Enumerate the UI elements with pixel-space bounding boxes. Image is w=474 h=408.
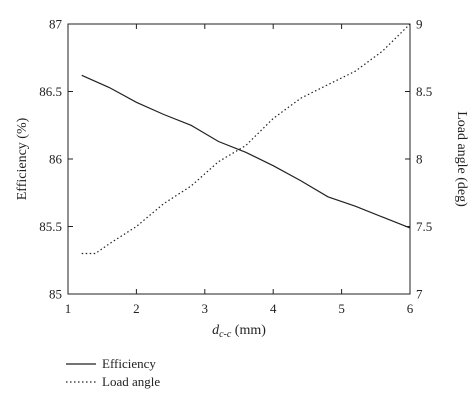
plot-frame — [67, 23, 411, 295]
y-right-axis-ticks: 7 7.5 8 8.5 9 — [405, 17, 432, 302]
y-left-tick-label: 86.5 — [39, 84, 62, 99]
y-right-axis-title: Load angle (deg) — [454, 111, 469, 207]
y-left-tick-label: 87 — [49, 17, 63, 32]
y-right-tick-label: 7 — [416, 287, 423, 302]
x-tick-label: 5 — [338, 301, 345, 316]
legend: Efficiency Load angle — [66, 356, 160, 389]
y-left-tick-label: 86 — [49, 152, 63, 167]
y-left-tick-label: 85 — [49, 287, 62, 302]
series-layer — [81, 23, 411, 255]
legend-label-load-angle: Load angle — [102, 374, 160, 389]
x-axis-title: dc-c (mm) — [212, 323, 266, 340]
y-left-tick-label: 85.5 — [39, 219, 62, 234]
x-axis-title-unit: (mm) — [231, 323, 266, 338]
x-tick-label: 1 — [65, 301, 72, 316]
y-right-tick-label: 9 — [416, 17, 423, 32]
x-tick-label: 6 — [407, 301, 414, 316]
series-line-efficiency — [81, 74, 411, 229]
y-right-tick-label: 8 — [416, 152, 423, 167]
y-right-tick-label: 8.5 — [416, 84, 432, 99]
y-left-axis-ticks: 85 85.5 86 86.5 87 — [39, 17, 73, 302]
x-axis-title-symbol: d — [212, 323, 220, 338]
x-tick-label: 2 — [133, 301, 140, 316]
y-right-tick-label: 7.5 — [416, 219, 432, 234]
x-axis-ticks: 1 2 3 4 5 6 — [65, 24, 414, 316]
x-axis-title-subscript: c-c — [219, 329, 232, 340]
y-left-axis-title: Efficiency (%) — [15, 117, 30, 200]
series-line-load-angle — [81, 23, 411, 255]
x-tick-label: 4 — [270, 301, 277, 316]
x-tick-label: 3 — [202, 301, 209, 316]
legend-label-efficiency: Efficiency — [102, 356, 156, 371]
